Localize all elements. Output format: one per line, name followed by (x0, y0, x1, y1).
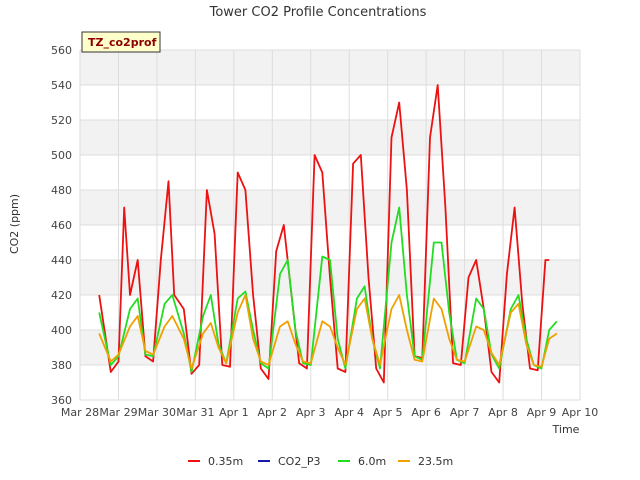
x-tick-label: Apr 4 (334, 406, 364, 419)
y-axis-label: CO2 (ppm) (8, 194, 21, 254)
x-tick-label: Apr 7 (450, 406, 480, 419)
site-tag-label: TZ_co2prof (88, 36, 157, 49)
y-tick-label: 560 (51, 44, 72, 57)
plot-band (80, 120, 580, 155)
legend-label: 23.5m (418, 455, 453, 468)
x-tick-label: Mar 29 (99, 406, 137, 419)
legend-label: CO2_P3 (278, 455, 320, 468)
plot-band (80, 225, 580, 260)
series-line-6-0m (98, 206, 558, 373)
series-layer (98, 84, 558, 384)
y-tick-label: 400 (51, 324, 72, 337)
legend-item[interactable]: CO2_P3 (258, 455, 320, 468)
x-tick-label: Apr 6 (411, 406, 441, 419)
x-axis-ticks: Mar 28 Mar 29 Mar 30 Mar 31 Apr 1 Apr 2 Apr 3 A… (61, 406, 598, 419)
y-tick-label: 520 (51, 114, 72, 127)
x-axis-label: Time (552, 423, 580, 436)
y-tick-label: 420 (51, 289, 72, 302)
plot-band (80, 85, 580, 120)
y-tick-label: 440 (51, 254, 72, 267)
plot-band (80, 330, 580, 365)
legend-item[interactable]: 6.0m (338, 455, 386, 468)
legend: 0.35m CO2_P3 6.0m 23.5m (188, 455, 453, 468)
y-tick-label: 360 (51, 394, 72, 407)
plot-band (80, 365, 580, 400)
site-tag[interactable]: TZ_co2prof (81, 31, 161, 53)
legend-item[interactable]: 0.35m (188, 455, 243, 468)
y-tick-label: 540 (51, 79, 72, 92)
site-tag-box (81, 31, 161, 53)
x-tick-label: Apr 1 (219, 406, 249, 419)
y-tick-label: 500 (51, 149, 72, 162)
legend-label: 6.0m (358, 455, 386, 468)
x-tick-label: Apr 8 (488, 406, 518, 419)
x-tick-label: Apr 9 (527, 406, 557, 419)
x-tick-label: Mar 31 (176, 406, 214, 419)
plot-band (80, 155, 580, 190)
chart-title: Tower CO2 Profile Concentrations (209, 5, 427, 20)
x-tick-label: Apr 5 (373, 406, 403, 419)
series-line-0-35m (98, 84, 550, 384)
x-tick-label: Mar 28 (61, 406, 99, 419)
y-tick-label: 380 (51, 359, 72, 372)
plot-band (80, 190, 580, 225)
y-tick-label: 480 (51, 184, 72, 197)
x-tick-label: Apr 2 (258, 406, 288, 419)
y-axis-ticks: 360 380 400 420 440 460 480 500 520 540 560 (51, 44, 72, 407)
legend-item[interactable]: 23.5m (398, 455, 453, 468)
x-tick-label: Apr 10 (562, 406, 599, 419)
plot-band (80, 50, 580, 85)
legend-label: 0.35m (208, 455, 243, 468)
y-tick-label: 460 (51, 219, 72, 232)
x-tick-label: Apr 3 (296, 406, 326, 419)
series-line-23-5m (98, 294, 558, 370)
x-tick-label: Mar 30 (138, 406, 176, 419)
